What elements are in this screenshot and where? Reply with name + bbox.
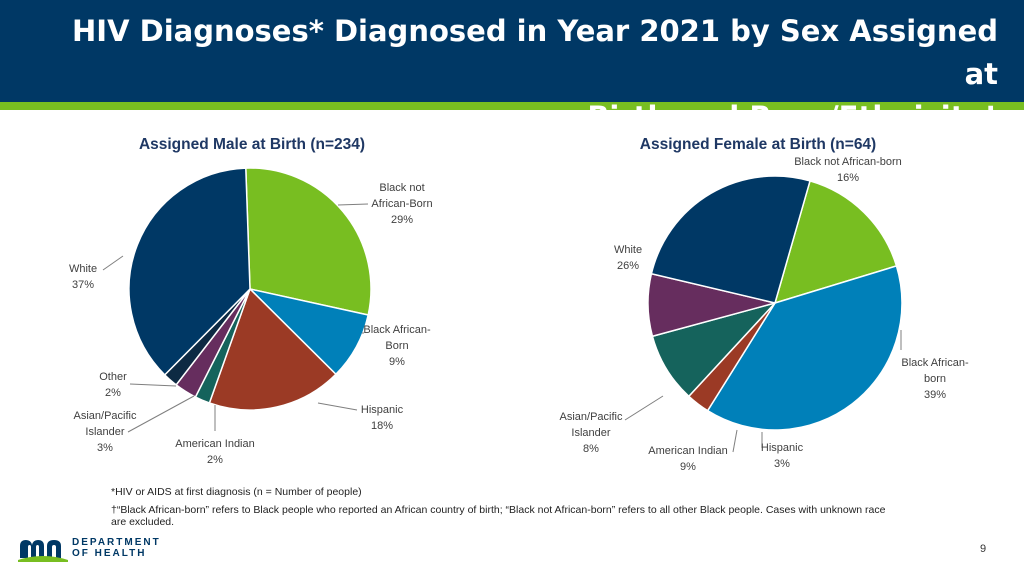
female-pie-label-black-african-born-line: Black African- <box>901 357 969 369</box>
female-pie-slice-black-african-born <box>706 264 903 431</box>
male-pie-label-black-not-african-born-line: Black not <box>379 182 424 194</box>
page-title: HIV Diagnoses* Diagnosed in Year 2021 by… <box>38 10 998 139</box>
female-pie-label-american-indian-line: American Indian <box>648 445 728 457</box>
female-pie-label-american-indian-line: 9% <box>680 461 696 473</box>
female-pie-label-black-african-born: Black African-born 39% <box>901 357 969 401</box>
male-pie-slice-black-not-african-born <box>245 167 372 316</box>
female-pie-label-asian-pacific-islander-line: Asian/Pacific <box>560 411 623 423</box>
male-pie: Assigned Male at Birth (n=234) Black not A… <box>69 136 433 466</box>
male-pie-label-white-line: White <box>69 263 97 275</box>
female-pie-label-hispanic-line: 3% <box>774 458 790 470</box>
male-pie-label-hispanic-line: Hispanic <box>361 404 404 416</box>
footnote-1: *HIV or AIDS at first diagnosis (n = Num… <box>111 486 362 498</box>
male-pie-label-white: White 37% <box>69 263 97 291</box>
male-pie-slice-white <box>128 167 251 376</box>
male-pie-label-white-leader <box>102 255 124 271</box>
male-pie-label-black-not-african-born-line: 29% <box>391 214 413 226</box>
male-pie-label-black-not-african-born-leader <box>337 203 369 206</box>
male-pie-label-hispanic-line: 18% <box>371 420 393 432</box>
female-pie-label-white-line: White <box>614 244 642 256</box>
male-pie-label-hispanic: Hispanic 18% <box>361 404 404 432</box>
male-pie-label-black-african-born-line: 9% <box>389 356 405 368</box>
male-pie-label-asian-pacific-islander-line: 3% <box>97 442 113 454</box>
male-pie-label-black-african-born: Black African- Born 9% <box>363 324 431 368</box>
female-pie-label-american-indian: American Indian 9% <box>648 445 728 473</box>
logo-wordmark: DEPARTMENT OF HEALTH <box>72 537 161 559</box>
female-pie-label-black-african-born-line: born <box>924 373 946 385</box>
title-line-2: Birth and Race/Ethnicity† <box>587 100 998 134</box>
female-pie-title: Assigned Female at Birth (n=64) <box>640 136 876 153</box>
male-pie-label-asian-pacific-islander-line: Asian/Pacific <box>74 410 137 422</box>
male-pie-label-asian-pacific-islander: Asian/Pacific Islander 3% <box>74 410 137 454</box>
male-pie-label-black-not-african-born: Black not African-Born 29% <box>371 182 432 226</box>
female-pie-label-black-not-african-born-line: 16% <box>837 172 859 184</box>
female-pie-label-black-not-african-born-line: Black not African-born <box>794 156 902 168</box>
male-pie-slice-hispanic <box>208 287 337 411</box>
title-accent-line <box>0 102 1024 110</box>
female-pie-label-hispanic: Hispanic 3% <box>761 442 804 470</box>
footnote-2-line-2: are excluded. <box>111 516 175 528</box>
female-pie-slice-black-not-african-born <box>773 179 898 305</box>
male-pie-label-american-indian-line: American Indian <box>175 438 255 450</box>
footnote-2: †“Black African-born” refers to Black pe… <box>111 504 885 528</box>
female-pie-label-hispanic-line: Hispanic <box>761 442 804 454</box>
female-pie-label-black-african-born-line: 39% <box>924 389 946 401</box>
female-pie-label-asian-pacific-islander: Asian/Pacific Islander 8% <box>560 411 623 455</box>
female-pie-label-white: White 26% <box>614 244 642 272</box>
logo-line-1: DEPARTMENT <box>72 537 161 548</box>
male-pie-label-american-indian: American Indian 2% <box>175 438 255 466</box>
male-pie-label-american-indian-line: 2% <box>207 454 223 466</box>
female-pie-label-white-line: 26% <box>617 260 639 272</box>
female-pie: Assigned Female at Birth (n=64) Black not… <box>560 136 969 473</box>
page-number: 9 <box>980 543 987 555</box>
female-pie-label-asian-pacific-islander-leader <box>624 395 664 421</box>
female-pie-label-black-not-african-born: Black not African-born 16% <box>794 156 902 184</box>
male-pie-title: Assigned Male at Birth (n=234) <box>139 136 365 153</box>
male-pie-label-black-african-born-line: Black African- <box>363 324 431 336</box>
male-pie-label-other-leader <box>129 383 177 387</box>
male-pie-label-other-line: 2% <box>105 387 121 399</box>
male-pie-label-white-line: 37% <box>72 279 94 291</box>
female-pie-label-asian-pacific-islander-line: Islander <box>571 427 610 439</box>
male-pie-label-other-line: Other <box>99 371 127 383</box>
male-pie-label-asian-pacific-islander-leader <box>127 395 195 433</box>
title-line-1: HIV Diagnoses* Diagnosed in Year 2021 by… <box>72 14 998 91</box>
female-pie-label-asian-pacific-islander-line: 8% <box>583 443 599 455</box>
male-pie-label-asian-pacific-islander-line: Islander <box>85 426 124 438</box>
mn-logo-icon <box>18 540 68 562</box>
footnote-2-line-1: †“Black African-born” refers to Black pe… <box>111 504 886 516</box>
female-pie-label-american-indian-leader <box>732 429 738 453</box>
male-pie-label-black-not-african-born-line: African-Born <box>371 198 432 210</box>
male-pie-label-black-african-born-line: Born <box>385 340 408 352</box>
female-pie-slice-white <box>650 175 811 304</box>
male-pie-label-hispanic-leader <box>317 402 358 411</box>
logo-line-2: OF HEALTH <box>72 548 147 559</box>
male-pie-label-other: Other 2% <box>99 371 127 399</box>
title-bar <box>0 0 1024 102</box>
